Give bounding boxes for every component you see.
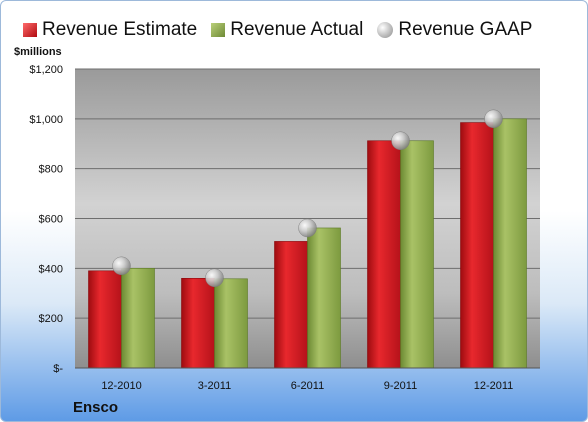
bar-revenue-estimate [181, 277, 215, 369]
legend-swatch-actual [211, 23, 226, 37]
bar-revenue-actual [121, 268, 155, 369]
point-revenue-gaap [484, 109, 503, 129]
legend-swatch-estimate [23, 23, 37, 37]
point-revenue-gaap [112, 256, 131, 276]
y-tick-label: $800 [39, 164, 63, 176]
gaap-points [112, 109, 503, 288]
company-name: Ensco [73, 399, 119, 416]
bar-revenue-estimate [274, 241, 308, 369]
x-tick-label: 12-2010 [101, 380, 141, 392]
y-axis-ticks: $- $200 $400 $600 $800 $1,000 $1,200 [29, 64, 63, 375]
x-tick-label: 3-2011 [198, 380, 231, 392]
legend-item-actual: Revenue Actual [211, 19, 363, 41]
point-revenue-gaap [298, 218, 317, 238]
bar-revenue-actual [493, 118, 527, 369]
bar-revenue-actual [400, 140, 434, 369]
y-tick-label: $600 [39, 214, 63, 226]
point-revenue-gaap [205, 268, 224, 288]
legend-item-estimate: Revenue Estimate [23, 19, 197, 41]
bar-series [88, 118, 527, 369]
bar-revenue-estimate [88, 270, 122, 369]
y-tick-label: $200 [39, 313, 63, 325]
x-axis-ticks: 12-2010 3-2011 6-2011 9-2011 12-2011 [101, 380, 513, 392]
x-tick-label: 6-2011 [291, 380, 324, 392]
y-axis-unit-label: $millions [14, 46, 62, 58]
point-revenue-gaap [391, 131, 410, 151]
bar-revenue-actual [307, 227, 341, 369]
legend-label-estimate: Revenue Estimate [42, 19, 198, 40]
bar-revenue-estimate [460, 122, 494, 369]
y-tick-label: $- [53, 363, 63, 375]
y-tick-label: $1,200 [29, 64, 63, 76]
bar-revenue-actual [214, 278, 248, 369]
legend-label-gaap: Revenue GAAP [398, 19, 533, 40]
legend: Revenue Estimate Revenue Actual Revenue … [23, 18, 546, 42]
legend-label-actual: Revenue Actual [230, 19, 364, 40]
y-tick-label: $400 [39, 263, 63, 275]
legend-item-gaap: Revenue GAAP [377, 19, 532, 41]
x-tick-label: 9-2011 [384, 380, 417, 392]
y-tick-label: $1,000 [29, 114, 63, 126]
x-tick-label: 12-2011 [474, 380, 514, 392]
legend-swatch-gaap [377, 22, 394, 38]
bar-revenue-estimate [367, 140, 401, 369]
